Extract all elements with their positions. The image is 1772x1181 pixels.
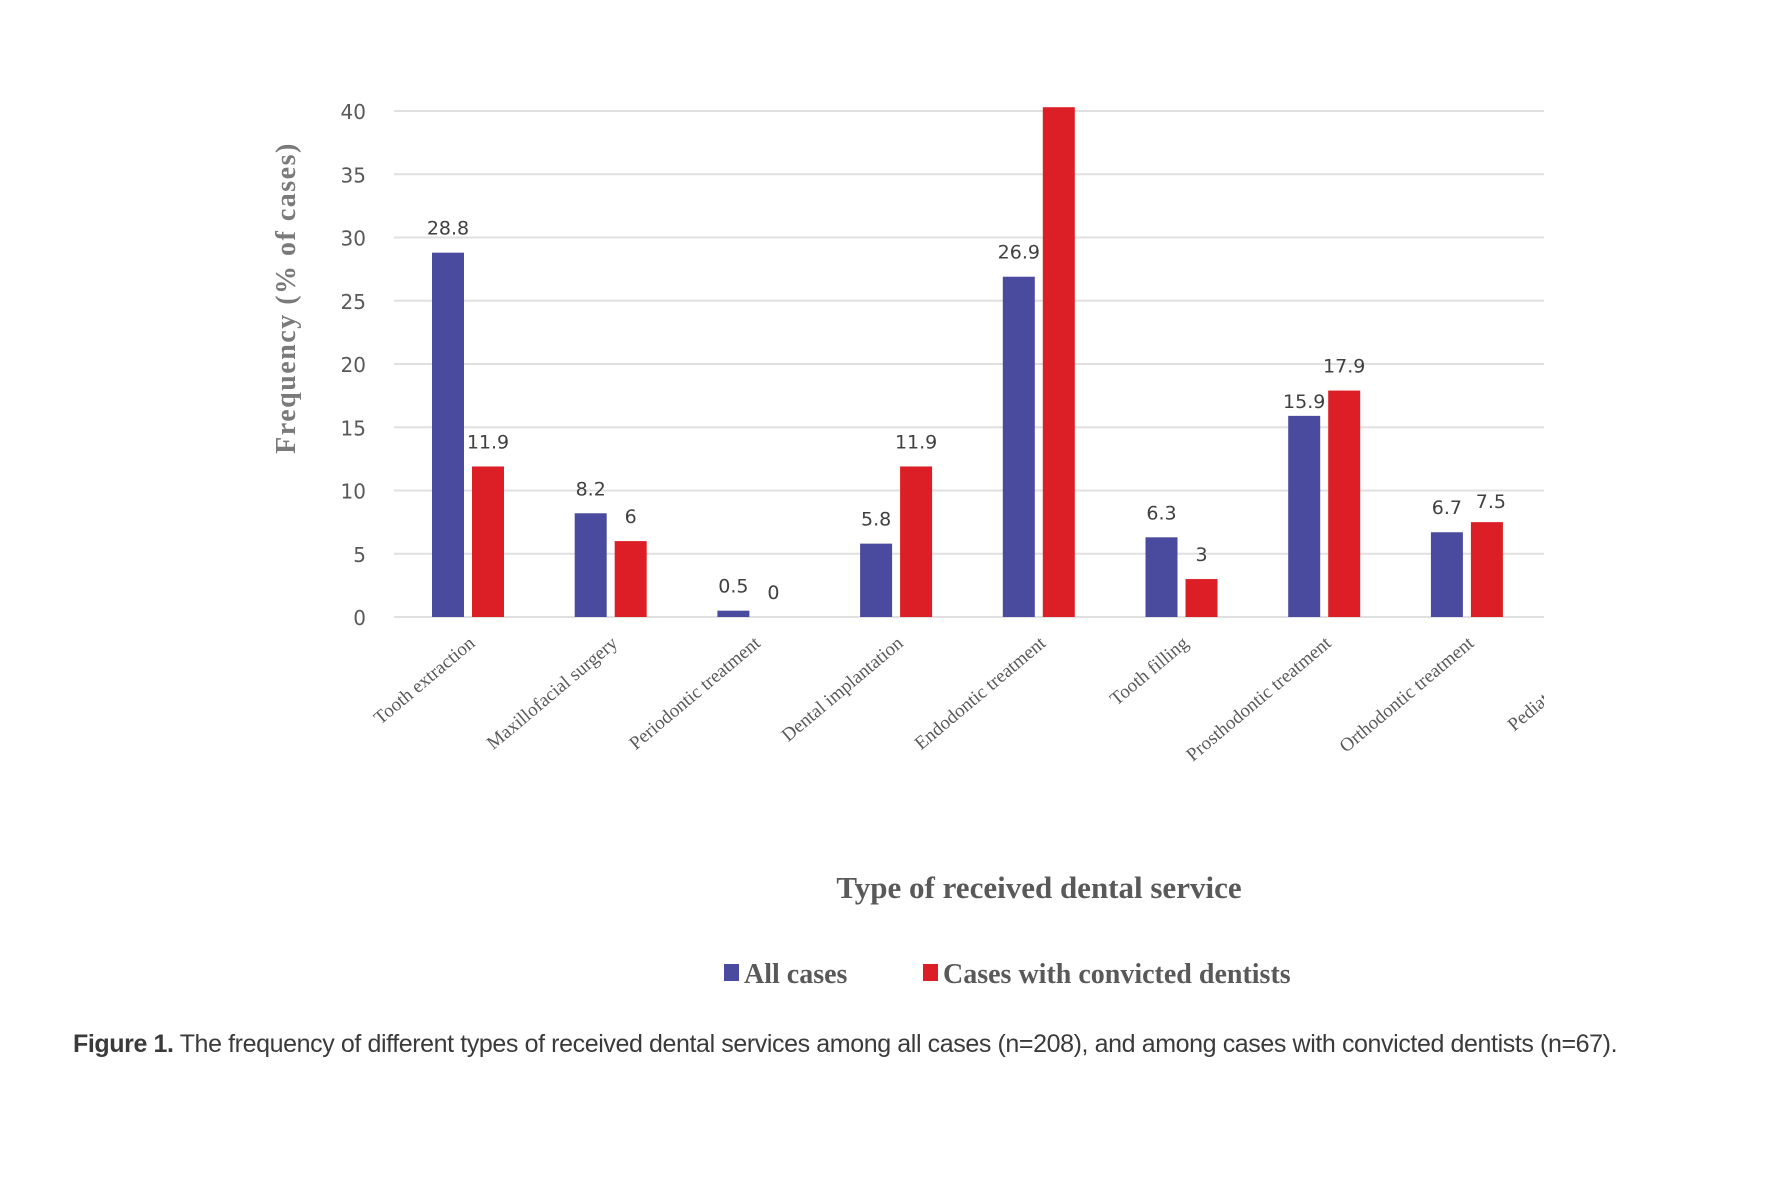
- data-label: 7.5: [1476, 491, 1506, 513]
- data-label: 6.3: [1146, 502, 1176, 524]
- bar-convicted: [900, 466, 933, 617]
- y-tick-label: 15: [341, 416, 366, 440]
- data-label: 6.7: [1432, 497, 1462, 519]
- data-label: 11.9: [467, 431, 509, 453]
- data-label: 11.9: [895, 431, 937, 453]
- caption-text: The frequency of different types of rece…: [173, 1030, 1618, 1058]
- y-tick-label: 5: [353, 543, 366, 567]
- legend-swatch: [923, 964, 938, 981]
- data-label: 15.9: [1283, 391, 1325, 413]
- y-tick-label: 20: [341, 353, 366, 377]
- figure-caption: Figure 1. The frequency of different typ…: [73, 1024, 1753, 1065]
- y-tick-label: 10: [341, 480, 366, 504]
- x-tick-label: Tooth filling: [1106, 632, 1193, 710]
- bar-all-cases: [717, 610, 750, 617]
- x-tick-label: Dental implantation: [778, 632, 908, 746]
- x-tick-label: Orthodontic treatment: [1336, 632, 1479, 757]
- data-label: 8.2: [576, 478, 606, 500]
- y-tick-label: 0: [353, 606, 366, 630]
- data-label: 26.9: [998, 242, 1040, 264]
- bar-convicted: [1185, 579, 1218, 617]
- bar-all-cases: [1145, 537, 1178, 617]
- data-label: 0.5: [718, 576, 748, 598]
- x-tick-label: Maxillofacial surgery: [483, 632, 622, 754]
- caption-label: Figure 1.: [73, 1030, 174, 1058]
- x-tick-label: Periodontic treatment: [625, 632, 765, 754]
- x-axis-title: Type of received dental service: [836, 870, 1241, 905]
- label-clip-mask: [1544, 620, 1772, 880]
- bar-all-cases: [860, 543, 893, 617]
- data-label: 17.9: [1323, 356, 1365, 378]
- legend-swatch: [724, 964, 739, 981]
- bar-convicted: [1042, 107, 1075, 617]
- data-label: 28.8: [427, 218, 469, 240]
- legend-label: All cases: [744, 959, 848, 990]
- bar-convicted: [1328, 390, 1361, 617]
- data-label: 5.8: [861, 509, 891, 531]
- bar-convicted: [614, 541, 647, 617]
- data-label: 6: [625, 506, 637, 528]
- bar-all-cases: [1002, 276, 1035, 617]
- y-tick-label: 40: [341, 100, 366, 124]
- bar-all-cases: [1288, 415, 1321, 617]
- bar-all-cases: [432, 252, 464, 617]
- bar-convicted: [472, 466, 504, 617]
- data-label: 3: [1195, 544, 1207, 566]
- x-tick-label: Prosthodontic treatment: [1182, 632, 1336, 766]
- data-label: 0: [767, 582, 779, 604]
- plot-area: [432, 107, 1503, 617]
- x-tick-label: Endodontic treatment: [911, 632, 1051, 754]
- legend-label: Cases with convicted dentists: [943, 959, 1291, 990]
- y-axis-title: Frequency (% of cases): [271, 142, 302, 454]
- x-tick-label: Tooth extraction: [370, 632, 479, 729]
- bar-convicted: [1470, 522, 1503, 617]
- y-tick-label: 25: [341, 290, 366, 314]
- y-tick-label: 35: [341, 163, 366, 187]
- bar-all-cases: [1430, 532, 1463, 617]
- bar-all-cases: [574, 513, 607, 617]
- y-tick-label: 30: [341, 227, 366, 251]
